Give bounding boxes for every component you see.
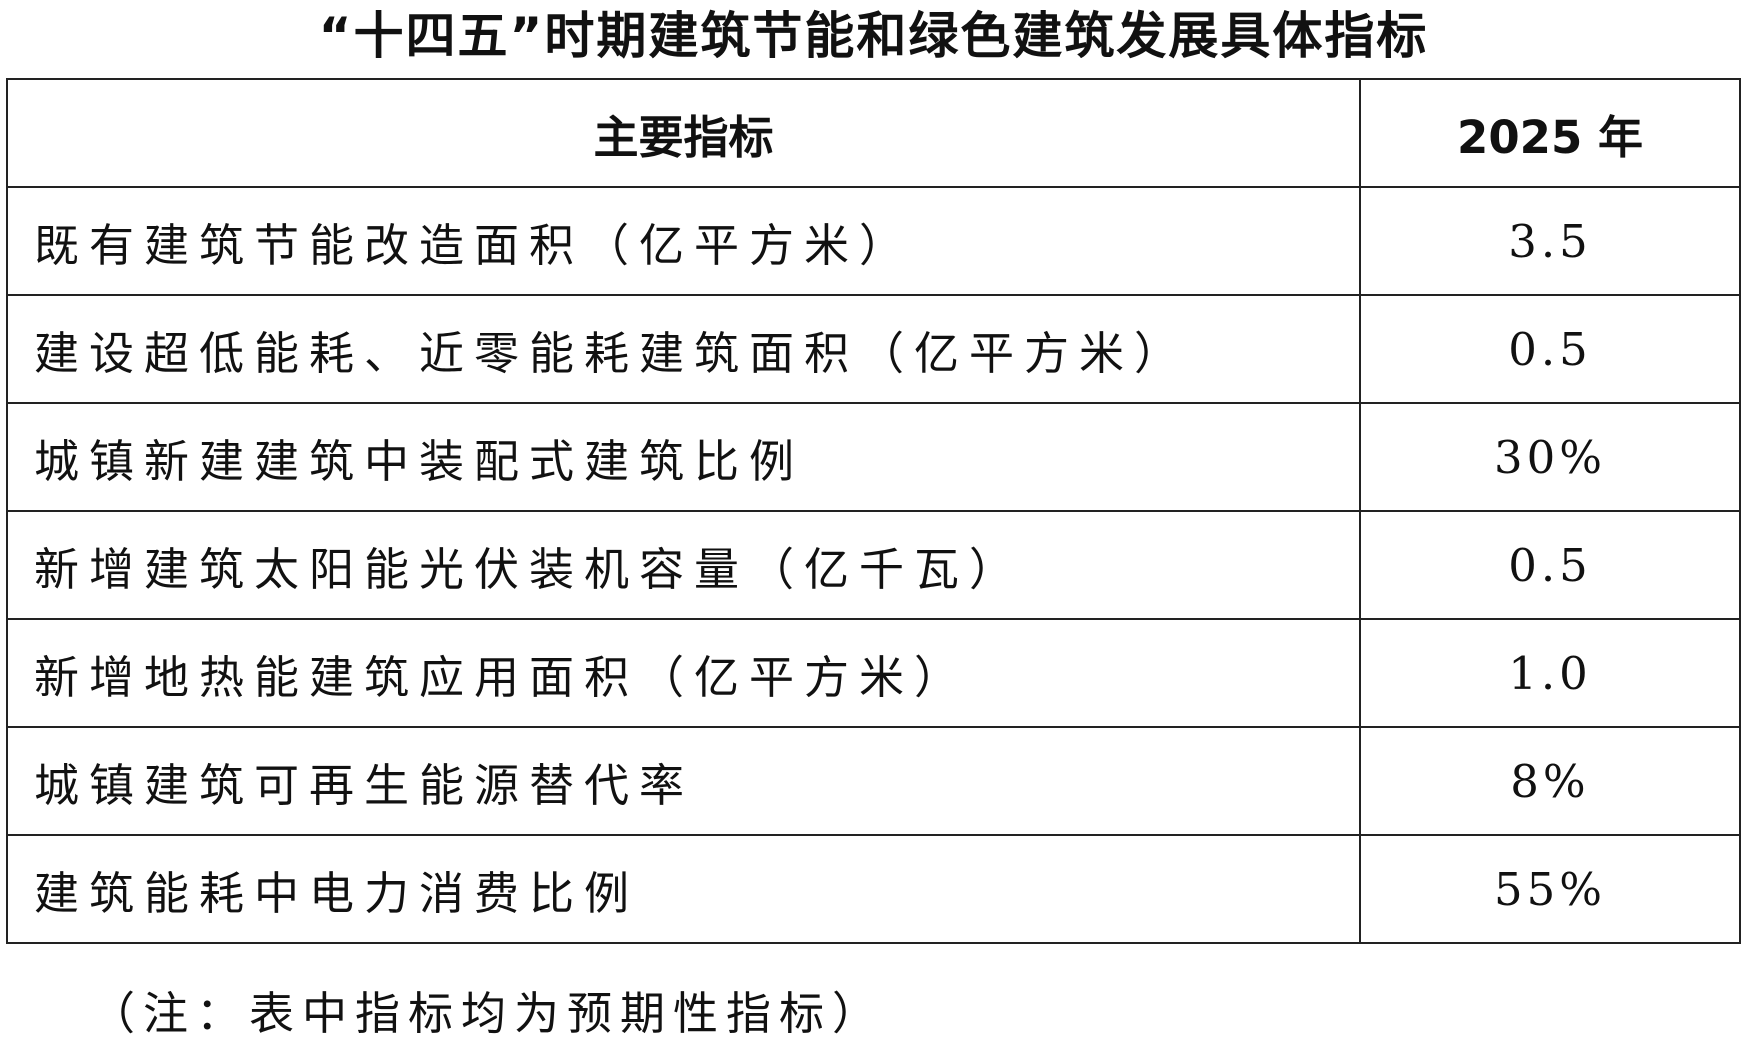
indicator-name: 城镇新建建筑中装配式建筑比例 [6,402,1361,512]
table-note: （注：表中指标均为预期性指标） [90,987,886,1040]
indicator-name: 建设超低能耗、近零能耗建筑面积（亿平方米） [6,294,1361,404]
header-year: 2025 年 [1359,78,1741,188]
indicator-table: 主要指标 2025 年 既有建筑节能改造面积（亿平方米） 3.5 建设超低能耗、近零… [6,78,1741,944]
indicator-value: 0.5 [1359,294,1741,404]
header-indicator: 主要指标 [6,78,1361,188]
indicator-value: 3.5 [1359,186,1741,296]
indicator-value: 1.0 [1359,618,1741,728]
indicator-value: 30% [1359,402,1741,512]
table-row: 新增建筑太阳能光伏装机容量（亿千瓦） 0.5 [6,510,1741,620]
table-row: 城镇建筑可再生能源替代率 8% [6,726,1741,836]
indicator-value: 0.5 [1359,510,1741,620]
table-header-row: 主要指标 2025 年 [6,78,1741,188]
table-row: 新增地热能建筑应用面积（亿平方米） 1.0 [6,618,1741,728]
indicator-name: 城镇建筑可再生能源替代率 [6,726,1361,836]
indicator-name: 既有建筑节能改造面积（亿平方米） [6,186,1361,296]
indicator-value: 55% [1359,834,1741,944]
indicator-value: 8% [1359,726,1741,836]
indicator-name: 建筑能耗中电力消费比例 [6,834,1361,944]
document-title: “十四五”时期建筑节能和绿色建筑发展具体指标 [318,7,1429,65]
table-row: 城镇新建建筑中装配式建筑比例 30% [6,402,1741,512]
table-row: 建筑能耗中电力消费比例 55% [6,834,1741,944]
indicator-name: 新增地热能建筑应用面积（亿平方米） [6,618,1361,728]
table-row: 建设超低能耗、近零能耗建筑面积（亿平方米） 0.5 [6,294,1741,404]
table-row: 既有建筑节能改造面积（亿平方米） 3.5 [6,186,1741,296]
indicator-name: 新增建筑太阳能光伏装机容量（亿千瓦） [6,510,1361,620]
